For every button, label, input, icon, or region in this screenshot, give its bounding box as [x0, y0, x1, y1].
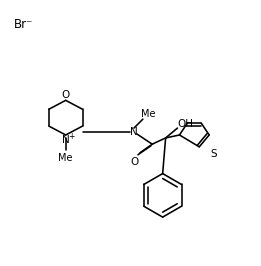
Text: OH: OH: [177, 119, 193, 129]
Text: Me: Me: [141, 109, 155, 119]
Text: +: +: [68, 132, 75, 142]
Text: O: O: [62, 90, 70, 100]
Text: S: S: [211, 149, 217, 159]
Text: Me: Me: [58, 153, 73, 163]
Text: O: O: [131, 157, 139, 167]
Text: N: N: [62, 135, 70, 145]
Text: Br⁻: Br⁻: [14, 18, 34, 31]
Text: N: N: [130, 127, 138, 137]
